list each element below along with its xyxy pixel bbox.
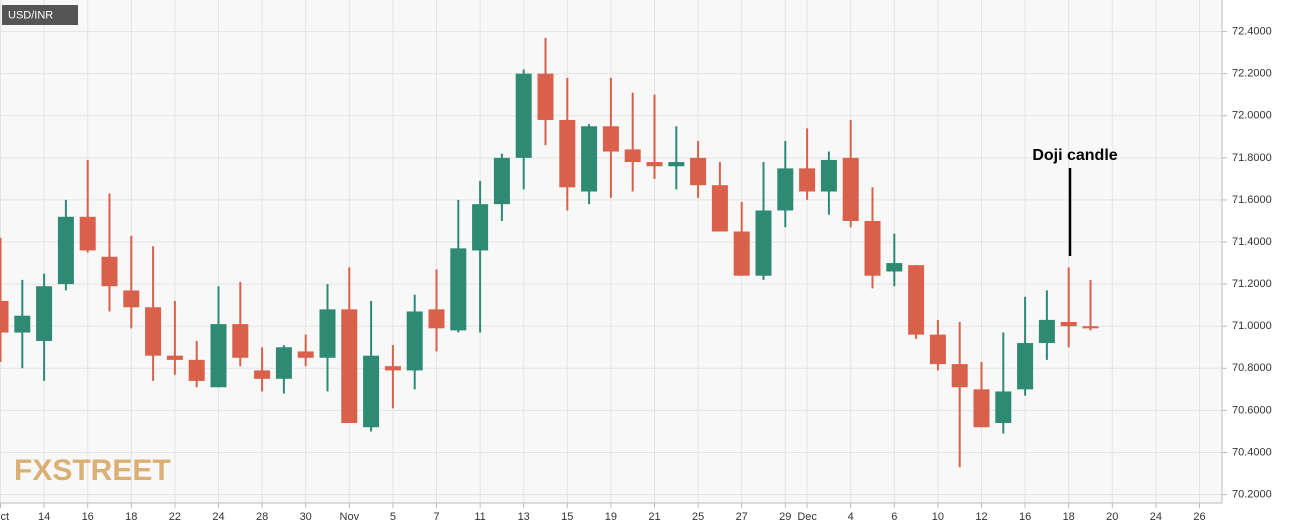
y-tick-label: 71.6000 — [1232, 194, 1272, 206]
annotation: Doji candle — [1032, 147, 1117, 164]
x-tick-label: 29 — [779, 511, 791, 523]
candle-body — [319, 309, 336, 358]
candle-body — [363, 355, 380, 428]
x-tick-label: 18 — [125, 511, 137, 523]
candle-body — [1060, 322, 1077, 327]
x-tick-label: 27 — [736, 511, 748, 523]
candle-body — [101, 256, 118, 287]
y-tick-label: 71.4000 — [1232, 236, 1272, 248]
candle-body — [646, 162, 663, 167]
x-tick-label: 12 — [975, 511, 987, 523]
candle-body — [232, 324, 249, 358]
candle-body — [951, 364, 968, 388]
candle-body — [690, 157, 707, 186]
candle-body — [145, 307, 162, 356]
ticker-badge — [2, 5, 78, 25]
chart-title: USD/INR — [8, 9, 53, 21]
candle-body — [14, 315, 31, 333]
candle-body — [1082, 326, 1099, 329]
candle-body — [57, 216, 74, 285]
candle-body — [493, 157, 510, 205]
x-tick-label: 19 — [605, 511, 617, 523]
y-tick-label: 71.8000 — [1232, 152, 1272, 164]
candle-body — [0, 300, 9, 333]
x-tick-label: 22 — [169, 511, 181, 523]
x-tick-label: Nov — [340, 511, 360, 523]
x-tick-label: 16 — [82, 511, 94, 523]
candle-body — [537, 73, 554, 120]
candle-body — [254, 370, 271, 379]
y-tick-label: 70.8000 — [1232, 362, 1272, 374]
candle-body — [297, 351, 314, 358]
candle-body — [210, 324, 227, 388]
watermark-logo: FXSTREET — [14, 454, 171, 487]
candle-body — [733, 231, 750, 276]
x-tick-label: 13 — [518, 511, 530, 523]
candle-body — [668, 162, 685, 167]
x-tick-label: 24 — [1150, 511, 1162, 523]
candle-body — [581, 126, 598, 192]
x-tick-label: Dec — [797, 511, 817, 523]
candle-body — [799, 168, 816, 192]
x-tick-label: 20 — [1106, 511, 1118, 523]
x-tick-label: 21 — [648, 511, 660, 523]
candle-body — [711, 185, 728, 232]
x-tick-label: 26 — [1193, 511, 1205, 523]
x-tick-label: 10 — [932, 511, 944, 523]
candle-body — [341, 309, 358, 424]
candle-body — [755, 210, 772, 276]
candle-body — [450, 248, 467, 331]
y-tick-label: 71.0000 — [1232, 320, 1272, 332]
candle-body — [929, 334, 946, 365]
x-tick-label: Oct — [0, 511, 9, 523]
candle-body — [1038, 319, 1055, 344]
y-tick-label: 70.4000 — [1232, 446, 1272, 458]
x-tick-label: 28 — [256, 511, 268, 523]
candle-body — [559, 119, 576, 188]
candle-body — [384, 366, 401, 371]
x-tick-label: 15 — [561, 511, 573, 523]
candle-body — [1017, 343, 1034, 390]
candle-body — [908, 265, 925, 335]
x-tick-label: 25 — [692, 511, 704, 523]
y-tick-label: 70.6000 — [1232, 404, 1272, 416]
candle-body — [842, 157, 859, 221]
y-tick-label: 72.2000 — [1232, 68, 1272, 80]
candle-body — [36, 286, 53, 341]
x-tick-label: 4 — [848, 511, 854, 523]
candle-body — [123, 290, 140, 308]
y-tick-label: 71.2000 — [1232, 278, 1272, 290]
candle-body — [166, 355, 183, 360]
x-tick-label: 18 — [1063, 511, 1075, 523]
candle-body — [79, 216, 96, 251]
candles — [0, 37, 1099, 468]
candle-body — [602, 126, 619, 152]
x-tick-label: 30 — [300, 511, 312, 523]
candle-body — [995, 391, 1012, 424]
candle-body — [472, 204, 489, 251]
candle-body — [428, 309, 445, 329]
candle-body — [188, 359, 205, 381]
candle-body — [777, 168, 794, 211]
candle-body — [275, 347, 292, 379]
y-tick-label: 72.4000 — [1232, 25, 1272, 37]
candle-body — [864, 220, 881, 276]
candle-body — [973, 389, 990, 428]
candle-body — [820, 159, 837, 192]
x-tick-label: 11 — [474, 511, 485, 523]
candle-body — [624, 149, 641, 163]
x-tick-label: 16 — [1019, 511, 1031, 523]
candle-body — [886, 263, 903, 272]
x-tick-label: 24 — [212, 511, 224, 523]
candle-body — [515, 73, 532, 158]
x-tick-label: 6 — [891, 511, 897, 523]
candle-body — [406, 311, 423, 371]
y-tick-label: 70.2000 — [1232, 488, 1272, 500]
x-tick-label: 7 — [433, 511, 439, 523]
x-tick-label: 5 — [390, 511, 396, 523]
x-tick-label: 14 — [38, 511, 50, 523]
y-tick-label: 72.0000 — [1232, 110, 1272, 122]
